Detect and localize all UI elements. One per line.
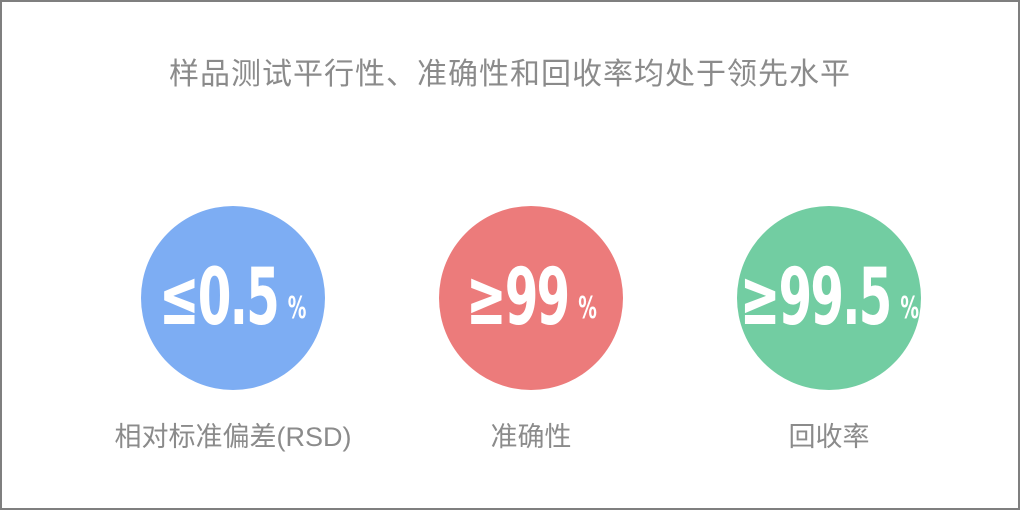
metric-card-rsd: ≤0.5 % 相对标准偏差(RSD) <box>73 206 393 453</box>
metric-value-line: ≥99.5 % <box>739 259 918 337</box>
percent-sign: % <box>288 291 307 326</box>
metric-card-recovery: ≥99.5 % 回收率 <box>669 206 989 453</box>
metric-value-line: ≥99 % <box>466 259 597 337</box>
metric-label: 准确性 <box>490 422 572 452</box>
metric-value: ≥99 <box>465 253 570 343</box>
metric-value: ≤0.5 <box>159 253 280 343</box>
metric-value: ≥99.5 <box>739 253 891 343</box>
metric-label: 回收率 <box>788 422 870 452</box>
metric-value-line: ≤0.5 % <box>159 259 306 337</box>
metric-circle-green: ≥99.5 % <box>737 206 921 390</box>
slide-title: 样品测试平行性、准确性和回收率均处于领先水平 <box>169 58 851 91</box>
percent-sign: % <box>577 291 597 326</box>
metric-circle-red: ≥99 % <box>439 206 623 390</box>
metric-card-accuracy: ≥99 % 准确性 <box>371 206 691 453</box>
metric-label: 相对标准偏差(RSD) <box>114 422 352 452</box>
percent-sign: % <box>899 291 919 326</box>
metric-circle-blue: ≤0.5 % <box>141 206 325 390</box>
